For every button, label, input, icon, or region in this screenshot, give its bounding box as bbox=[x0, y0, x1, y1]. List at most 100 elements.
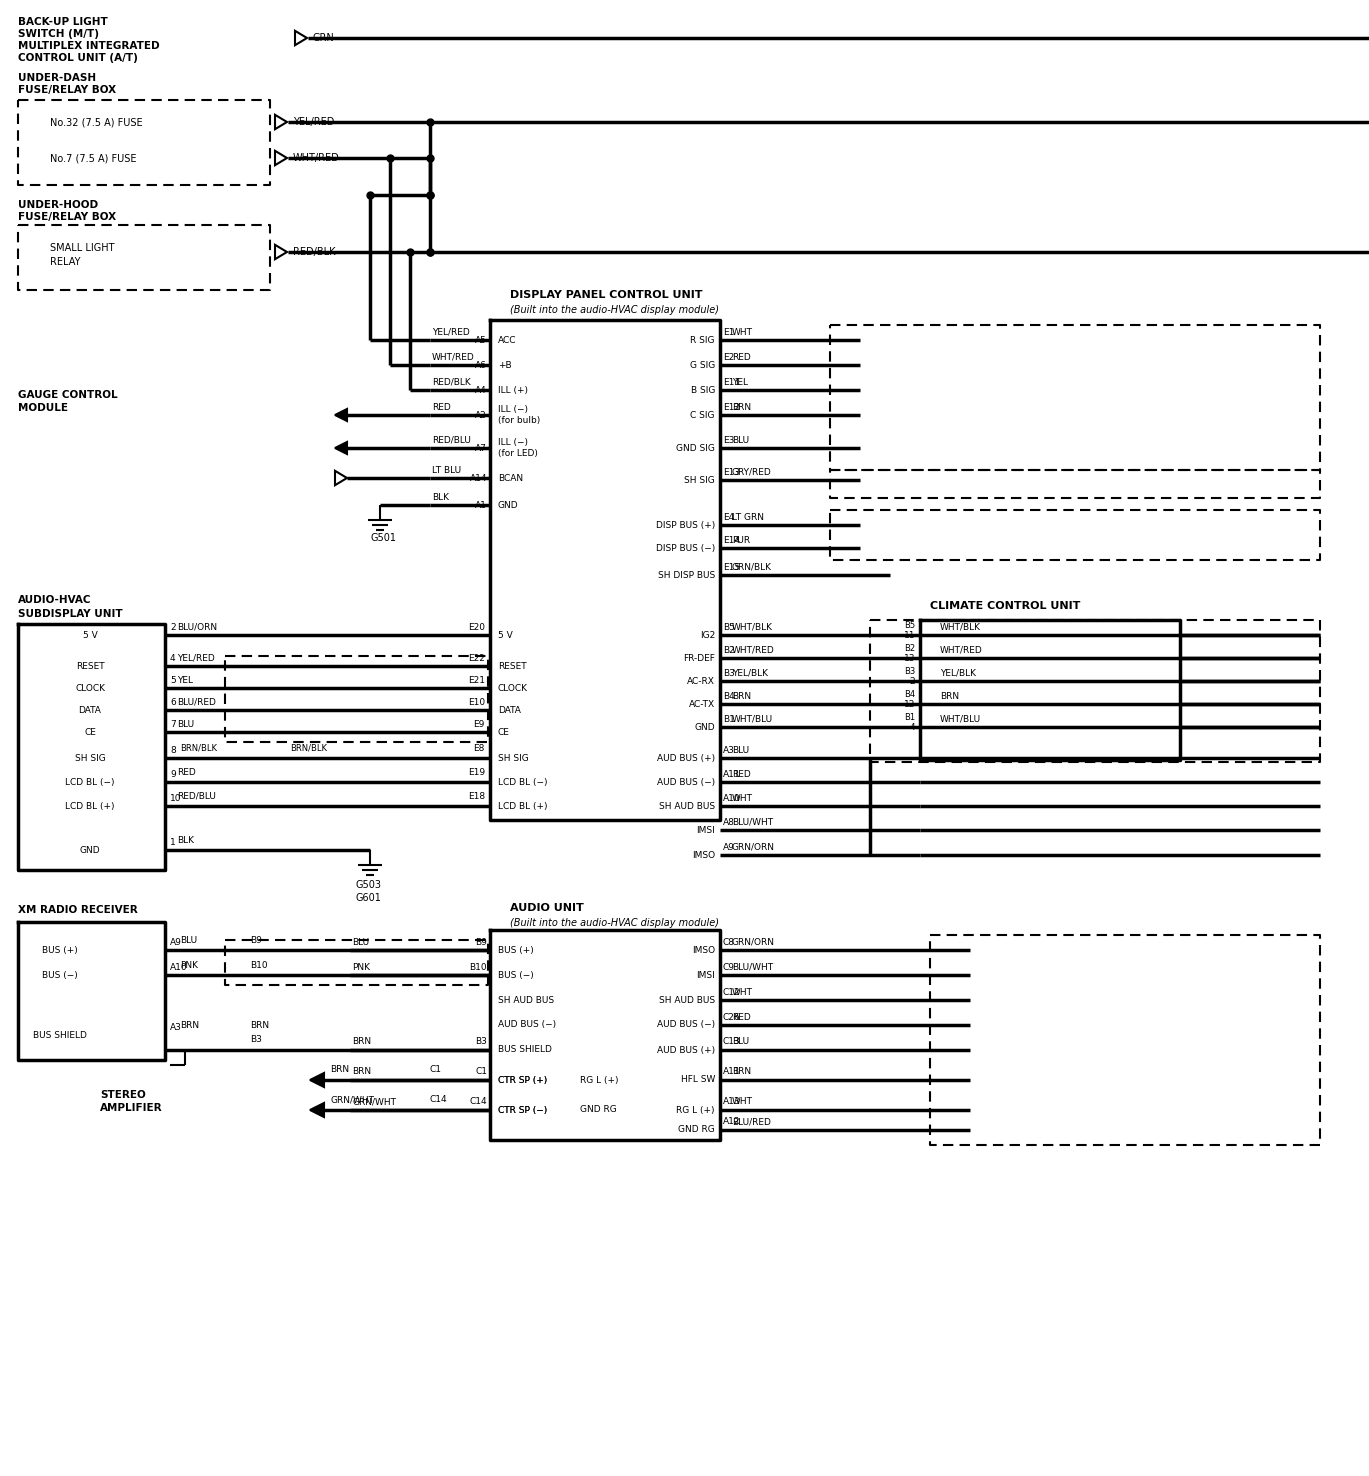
Text: SMALL LIGHT: SMALL LIGHT bbox=[51, 244, 115, 252]
Text: CTR SP (−): CTR SP (−) bbox=[498, 1106, 548, 1114]
Text: RED/BLU: RED/BLU bbox=[433, 435, 471, 444]
Text: UNDER-HOOD: UNDER-HOOD bbox=[18, 201, 99, 210]
Text: DATA: DATA bbox=[498, 706, 520, 714]
Text: WHT/BLK: WHT/BLK bbox=[732, 623, 773, 632]
Text: RED/BLK: RED/BLK bbox=[293, 246, 335, 257]
Text: CE: CE bbox=[498, 728, 509, 737]
Text: (Built into the audio-HVAC display module): (Built into the audio-HVAC display modul… bbox=[511, 918, 719, 928]
Text: IMSO: IMSO bbox=[691, 850, 715, 859]
Text: SH SIG: SH SIG bbox=[684, 475, 715, 484]
Text: AC-RX: AC-RX bbox=[687, 676, 715, 685]
Text: ILL (−)
(for bulb): ILL (−) (for bulb) bbox=[498, 406, 541, 425]
Text: CLOCK: CLOCK bbox=[498, 683, 528, 692]
Text: RELAY: RELAY bbox=[51, 257, 81, 267]
Text: GND: GND bbox=[498, 500, 519, 509]
Text: WHT: WHT bbox=[732, 794, 753, 803]
Text: 4: 4 bbox=[170, 654, 175, 663]
Text: AUD BUS (−): AUD BUS (−) bbox=[657, 1020, 715, 1029]
Text: MODULE: MODULE bbox=[18, 403, 68, 413]
Text: BUS SHIELD: BUS SHIELD bbox=[33, 1030, 88, 1039]
Text: E20: E20 bbox=[468, 623, 485, 632]
Text: GAUGE CONTROL: GAUGE CONTROL bbox=[18, 390, 118, 400]
Text: BLK: BLK bbox=[433, 493, 449, 502]
Text: SUBDISPLAY UNIT: SUBDISPLAY UNIT bbox=[18, 610, 123, 618]
Text: BLU: BLU bbox=[732, 745, 749, 754]
Text: BUS (+): BUS (+) bbox=[498, 946, 534, 955]
Text: IMSO: IMSO bbox=[691, 946, 715, 955]
Text: WHT/RED: WHT/RED bbox=[433, 353, 475, 362]
Text: C12: C12 bbox=[723, 987, 741, 996]
Text: ILL (−)
(for LED): ILL (−) (for LED) bbox=[498, 438, 538, 458]
Text: BRN/BLK: BRN/BLK bbox=[290, 744, 327, 753]
Text: B1: B1 bbox=[723, 714, 735, 723]
Text: E18: E18 bbox=[468, 791, 485, 800]
Text: YEL/BLK: YEL/BLK bbox=[732, 669, 768, 677]
Text: RED: RED bbox=[433, 403, 450, 412]
Text: BUS (−): BUS (−) bbox=[498, 971, 534, 980]
Text: WHT/BLU: WHT/BLU bbox=[941, 714, 982, 723]
Text: IMSI: IMSI bbox=[697, 825, 715, 834]
Text: 5: 5 bbox=[170, 676, 175, 685]
Text: YEL: YEL bbox=[177, 676, 193, 685]
Text: BRN: BRN bbox=[732, 1067, 752, 1076]
Text: BLU: BLU bbox=[177, 719, 194, 729]
Text: RED/BLK: RED/BLK bbox=[433, 378, 471, 387]
Text: RG L (+): RG L (+) bbox=[580, 1076, 619, 1085]
Text: 1: 1 bbox=[170, 837, 175, 847]
Text: B5: B5 bbox=[904, 620, 914, 629]
Text: PUR: PUR bbox=[732, 536, 750, 545]
Text: A11: A11 bbox=[723, 1067, 741, 1076]
Text: A1: A1 bbox=[475, 500, 487, 509]
Text: WHT/BLU: WHT/BLU bbox=[732, 714, 773, 723]
Text: BRN: BRN bbox=[352, 1038, 371, 1046]
Text: E12: E12 bbox=[723, 403, 741, 412]
Polygon shape bbox=[335, 409, 346, 421]
Text: BRN/BLK: BRN/BLK bbox=[179, 744, 218, 753]
Text: BLU/WHT: BLU/WHT bbox=[732, 962, 773, 971]
Text: AUD BUS (+): AUD BUS (+) bbox=[657, 1045, 715, 1054]
Text: E22: E22 bbox=[468, 654, 485, 663]
Text: RED: RED bbox=[732, 769, 750, 778]
Text: A11: A11 bbox=[723, 769, 741, 778]
Text: C26: C26 bbox=[723, 1013, 741, 1021]
Text: DATA: DATA bbox=[78, 706, 101, 714]
Text: BLU/RED: BLU/RED bbox=[177, 698, 216, 707]
Text: A6: A6 bbox=[475, 360, 487, 369]
Text: GRN/ORN: GRN/ORN bbox=[732, 843, 775, 852]
Text: C1: C1 bbox=[475, 1067, 487, 1076]
Text: XM RADIO RECEIVER: XM RADIO RECEIVER bbox=[18, 905, 138, 915]
Text: 5 V: 5 V bbox=[498, 630, 513, 639]
Text: BRN: BRN bbox=[179, 1020, 199, 1029]
Polygon shape bbox=[309, 1103, 324, 1117]
Text: SH SIG: SH SIG bbox=[75, 754, 105, 763]
Text: BLU/ORN: BLU/ORN bbox=[177, 623, 218, 632]
Text: BRN: BRN bbox=[330, 1066, 349, 1075]
Text: CTR SP (+): CTR SP (+) bbox=[498, 1076, 548, 1085]
Text: SWITCH (M/T): SWITCH (M/T) bbox=[18, 30, 99, 38]
Text: GND: GND bbox=[694, 722, 715, 732]
Text: 5 V: 5 V bbox=[82, 630, 97, 639]
Text: C13: C13 bbox=[723, 1038, 741, 1046]
Text: B5: B5 bbox=[723, 623, 735, 632]
Text: WHT: WHT bbox=[732, 987, 753, 996]
Text: B3: B3 bbox=[904, 667, 914, 676]
Text: C14: C14 bbox=[470, 1098, 487, 1107]
Text: G601: G601 bbox=[355, 893, 381, 903]
Text: 9: 9 bbox=[170, 769, 175, 778]
Text: WHT/BLK: WHT/BLK bbox=[941, 623, 982, 632]
Text: HFL SW: HFL SW bbox=[680, 1076, 715, 1085]
Text: BCAN: BCAN bbox=[498, 474, 523, 483]
Text: CLIMATE CONTROL UNIT: CLIMATE CONTROL UNIT bbox=[930, 601, 1080, 611]
Text: 12: 12 bbox=[904, 700, 914, 708]
Text: AUD BUS (−): AUD BUS (−) bbox=[498, 1020, 556, 1029]
Text: E8: E8 bbox=[474, 744, 485, 753]
Text: A9: A9 bbox=[170, 937, 182, 946]
Text: WHT/RED: WHT/RED bbox=[293, 154, 340, 162]
Text: E15: E15 bbox=[723, 562, 741, 571]
Text: E10: E10 bbox=[468, 698, 485, 707]
Text: E9: E9 bbox=[474, 719, 485, 729]
Text: DISP BUS (+): DISP BUS (+) bbox=[656, 521, 715, 530]
Text: BLU: BLU bbox=[179, 936, 197, 945]
Text: BLU: BLU bbox=[352, 937, 370, 946]
Text: AUDIO UNIT: AUDIO UNIT bbox=[511, 903, 583, 914]
